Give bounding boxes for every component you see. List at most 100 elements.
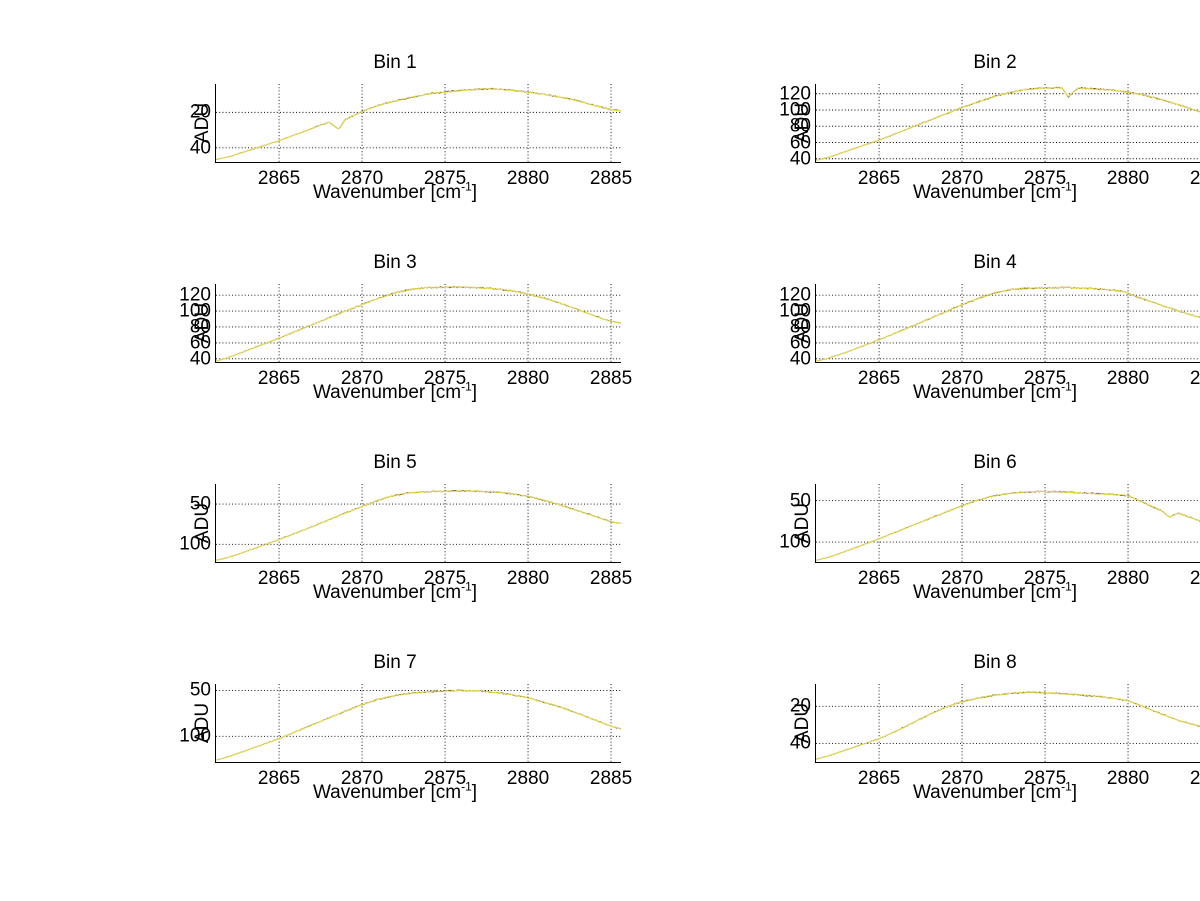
y-tick-label: 100 (179, 533, 211, 555)
y-axis-label: ADU (192, 702, 213, 744)
x-axis-label-bracket: ] (1071, 382, 1078, 403)
x-tick-label: 2870 (940, 168, 984, 189)
subplot-title: Bin 7 (373, 652, 417, 673)
x-tick-label: 2885 (1189, 168, 1200, 189)
x-tick-label: 2875 (1023, 168, 1067, 189)
y-tick-label: 120 (179, 284, 211, 306)
x-tick-label: 2885 (589, 768, 633, 789)
x-tick-label: 2875 (423, 168, 467, 189)
y-axis-label: ADU (192, 302, 213, 344)
x-axis-label: Wavenumber [cm-1] (755, 781, 1200, 804)
x-tick-label: 2875 (1023, 768, 1067, 789)
plot-area (216, 84, 621, 162)
x-axis-label-exponent: -1 (461, 779, 472, 794)
subplot-bin-3: Bin 3 40 60 80 100 120 2865 2870 2875 2880 2885 ADU… (60, 250, 660, 450)
y-tick-label: 120 (779, 284, 811, 306)
y-axis-label: ADU (192, 502, 213, 544)
data-trace-reference (816, 286, 1200, 362)
x-tick-label: 2875 (1023, 568, 1067, 589)
x-tick-label: 2880 (1106, 368, 1150, 389)
y-tick-label: 80 (189, 316, 211, 338)
subplot-bin-6: Bin 6 100 50 2865 2870 2875 2880 2885 ADU Wavenum… (660, 450, 1200, 650)
x-axis-label-text: Wavenumber [cm (912, 582, 1062, 603)
x-tick-label: 2865 (257, 368, 301, 389)
x-axis-label-exponent: -1 (461, 179, 472, 194)
y-tick-label: 60 (789, 132, 811, 153)
x-tick-label: 2865 (257, 768, 301, 789)
x-tick-label: 2865 (857, 168, 901, 189)
x-axis-label-exponent: -1 (1061, 379, 1072, 394)
y-tick-label: 20 (189, 101, 211, 123)
y-tick-label: 80 (789, 115, 811, 137)
x-tick-label: 2880 (506, 168, 550, 189)
x-axis-label-exponent: -1 (1061, 179, 1072, 194)
x-axis-label: Wavenumber [cm-1] (155, 779, 635, 804)
x-tick-label: 2880 (1106, 168, 1150, 189)
y-tick-label: 50 (189, 493, 211, 515)
x-tick-label: 2870 (340, 768, 384, 789)
x-tick-label: 2880 (506, 368, 550, 389)
data-trace-reference (216, 286, 621, 362)
y-tick-label: 100 (779, 99, 811, 121)
x-tick-label: 2875 (423, 568, 467, 589)
plot-area (216, 484, 621, 562)
x-tick-label: 2865 (857, 768, 901, 789)
y-tick-label: 100 (779, 531, 811, 553)
y-tick-label: 50 (789, 490, 811, 512)
x-tick-label: 2870 (340, 168, 384, 189)
axes-box: 100 50 2865 2870 2875 2880 2885 ADU (179, 484, 632, 588)
axes-box: 40 20 2865 2870 2875 2880 2885 ADU (790, 684, 1200, 788)
plot-area (216, 684, 621, 762)
x-tick-label: 2885 (1189, 768, 1200, 789)
x-tick-label: 2870 (340, 368, 384, 389)
data-trace-reference (816, 86, 1200, 161)
x-axis-label: Wavenumber [cm-1] (155, 179, 635, 204)
x-axis-label-exponent: -1 (1061, 579, 1072, 594)
x-tick-label: 2865 (257, 568, 301, 589)
data-trace-measured (216, 489, 621, 561)
data-trace-reference (216, 689, 621, 761)
y-axis-label: ADU (192, 102, 213, 144)
y-tick-label: 40 (789, 348, 811, 370)
data-trace-measured (816, 490, 1200, 561)
x-axis-label-bracket: ] (471, 382, 478, 403)
axes-box: 40 20 2865 2870 2875 2880 2885 ADU (190, 84, 632, 188)
x-tick-label: 2875 (423, 368, 467, 389)
x-tick-label: 2885 (589, 168, 633, 189)
x-tick-label: 2870 (940, 368, 984, 389)
data-trace-measured (816, 286, 1200, 362)
y-tick-label: 40 (789, 732, 811, 754)
x-axis-label-bracket: ] (1071, 182, 1078, 203)
data-trace-reference (816, 691, 1200, 760)
plot-area (816, 484, 1200, 562)
subplot-title: Bin 8 (973, 652, 1017, 673)
data-trace-reference (216, 489, 621, 561)
axes-box: 100 50 2865 2870 2875 2880 2885 ADU (179, 681, 632, 788)
y-tick-label: 60 (789, 332, 811, 354)
y-axis-label: ADU (792, 302, 813, 344)
subplot-bin-5: Bin 5 100 50 2865 2870 2875 2880 2885 ADU Wavenum… (60, 450, 660, 650)
x-axis-label-text: Wavenumber [cm (312, 182, 462, 203)
data-trace-measured (216, 689, 621, 761)
y-tick-label: 40 (189, 137, 211, 159)
x-tick-label: 2880 (506, 568, 550, 589)
x-axis-label: Wavenumber [cm-1] (155, 581, 635, 604)
y-tick-label: 40 (189, 348, 211, 370)
x-axis-label-bracket: ] (471, 782, 478, 803)
plot-area (816, 84, 1200, 162)
x-axis-label-bracket: ] (1071, 782, 1078, 803)
data-trace-measured (816, 86, 1200, 161)
x-axis-label: Wavenumber [cm-1] (755, 379, 1200, 404)
x-tick-label: 2880 (506, 768, 550, 789)
y-tick-label: 20 (789, 695, 811, 717)
x-tick-label: 2865 (257, 168, 301, 189)
y-tick-label: 60 (189, 332, 211, 354)
x-tick-label: 2885 (589, 368, 633, 389)
x-tick-label: 2875 (1023, 368, 1067, 389)
subplot-bin-8: Bin 8 40 20 2865 2870 2875 2880 2885 ADU Wavenumb… (660, 650, 1200, 850)
data-trace-measured (216, 87, 621, 160)
subplot-title: Bin 4 (973, 252, 1017, 273)
x-axis-label-bracket: ] (1071, 582, 1078, 603)
plot-area (816, 684, 1200, 762)
